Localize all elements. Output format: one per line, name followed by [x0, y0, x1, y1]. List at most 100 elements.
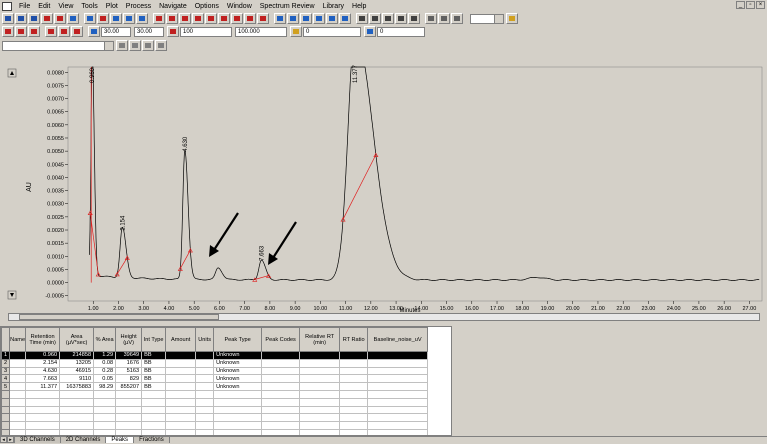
cell-empty[interactable] — [299, 421, 341, 430]
cell-units[interactable] — [195, 374, 215, 384]
cell-units[interactable] — [195, 351, 215, 360]
cell-empty[interactable] — [165, 413, 197, 423]
cell-height[interactable]: 39649 — [115, 351, 143, 360]
cell-ptype[interactable]: Unknown — [213, 374, 263, 384]
cell-empty[interactable] — [141, 421, 167, 430]
cell-ptype[interactable]: Unknown — [213, 366, 263, 376]
cell-empty[interactable] — [115, 413, 143, 423]
chromatogram-chart[interactable]: AU 0.00800.00750.00700.00650.00600.00550… — [0, 63, 767, 315]
cell-empty[interactable] — [115, 405, 143, 415]
cell-empty[interactable] — [339, 382, 369, 391]
tool-icon-18[interactable] — [382, 13, 394, 24]
row-number[interactable]: 5 — [1, 382, 11, 391]
cell-empty[interactable] — [213, 413, 263, 423]
col-retention-time[interactable]: Retention Time (min) — [25, 327, 61, 352]
cell-empty[interactable] — [367, 351, 429, 360]
cell-empty[interactable] — [367, 405, 429, 415]
cell-empty[interactable] — [367, 413, 429, 423]
cell-empty[interactable] — [9, 389, 27, 399]
table-row-empty[interactable] — [1, 405, 429, 415]
cell-empty[interactable] — [299, 382, 341, 391]
tab-3d-channels[interactable]: 3D Channels — [14, 436, 61, 443]
cell-empty[interactable] — [9, 421, 27, 430]
tool-icon-11[interactable] — [287, 13, 299, 24]
cell-empty[interactable] — [115, 397, 143, 407]
cell-empty[interactable] — [339, 413, 369, 423]
cell-empty[interactable] — [299, 397, 341, 407]
cell-empty[interactable] — [59, 405, 95, 415]
table-row-empty[interactable] — [1, 413, 429, 423]
menu-tools[interactable]: Tools — [81, 2, 98, 10]
menu-spectrum-review[interactable]: Spectrum Review — [259, 2, 315, 10]
baseline-icon[interactable] — [110, 13, 122, 24]
menu-edit[interactable]: Edit — [38, 2, 51, 10]
cell-empty[interactable] — [299, 358, 341, 368]
cell-empty[interactable] — [195, 397, 215, 407]
menu-navigate[interactable]: Navigate — [159, 2, 187, 10]
min-area-field[interactable]: 0 — [303, 26, 361, 37]
tool-icon-21[interactable] — [425, 13, 437, 24]
cell-int[interactable]: BB — [141, 374, 167, 384]
tool-icon-15[interactable] — [339, 13, 351, 24]
cell-empty[interactable] — [367, 358, 429, 368]
cell-area[interactable]: 9110 — [59, 374, 95, 384]
cell-empty[interactable] — [299, 405, 341, 415]
cell-empty[interactable] — [261, 358, 301, 368]
col-peak-codes[interactable]: Peak Codes — [261, 327, 301, 352]
col-height[interactable]: Height (µV) — [115, 327, 143, 352]
cell-empty[interactable] — [367, 428, 429, 435]
tab-next-icon[interactable]: ▸ — [7, 436, 14, 443]
tool-icon-19[interactable] — [395, 13, 407, 24]
col-rt-ratio[interactable]: RT Ratio — [339, 327, 369, 352]
tool-icon-6[interactable] — [218, 13, 230, 24]
cell-empty[interactable] — [299, 389, 341, 399]
cell-empty[interactable] — [339, 421, 369, 430]
cell-empty[interactable] — [299, 351, 341, 360]
menu-library[interactable]: Library — [322, 2, 345, 10]
cell-empty[interactable] — [59, 397, 95, 407]
cell-empty[interactable] — [25, 397, 61, 407]
menu-options[interactable]: Options — [194, 2, 219, 10]
table-row[interactable]: 5 11.377 16375883 98.29 855207 BB Unknown — [1, 382, 429, 391]
row-number[interactable]: 2 — [1, 358, 11, 368]
cell-empty[interactable] — [261, 405, 301, 415]
cell-empty[interactable] — [1, 405, 11, 415]
cell-rt[interactable]: 11.377 — [25, 382, 61, 391]
tool-icon-23[interactable] — [451, 13, 463, 24]
cell-empty[interactable] — [339, 351, 369, 360]
tool-icon-8[interactable] — [244, 13, 256, 24]
tool-icon-34[interactable] — [155, 40, 167, 51]
cell-amount[interactable] — [165, 374, 197, 384]
menu-help[interactable]: Help — [352, 2, 367, 10]
row-number[interactable]: 3 — [1, 366, 11, 376]
cell-empty[interactable] — [339, 389, 369, 399]
col-name[interactable]: Name — [9, 327, 27, 352]
cell-empty[interactable] — [93, 405, 117, 415]
cell-int[interactable]: BB — [141, 358, 167, 368]
tool-icon-28[interactable] — [45, 26, 57, 37]
cell-empty[interactable] — [339, 405, 369, 415]
height-icon[interactable] — [364, 26, 376, 37]
restore-icon[interactable]: ▫ — [746, 1, 755, 9]
cell-empty[interactable] — [367, 389, 429, 399]
threshold-field[interactable]: 100 — [180, 26, 232, 37]
width-field[interactable]: 100.000 — [235, 26, 287, 37]
cell-ptype[interactable]: Unknown — [213, 351, 263, 360]
tab-prev-icon[interactable]: ◂ — [0, 436, 7, 443]
open-icon[interactable] — [2, 13, 14, 24]
col-percent-area[interactable]: % Area — [93, 327, 117, 352]
cell-empty[interactable] — [115, 389, 143, 399]
col-relative-rt[interactable]: Relative RT (min) — [299, 327, 341, 352]
cell-int[interactable]: BB — [141, 351, 167, 360]
cell-empty[interactable] — [213, 421, 263, 430]
cell-empty[interactable] — [93, 397, 117, 407]
tool-icon-3[interactable] — [179, 13, 191, 24]
cell-empty[interactable] — [261, 366, 301, 376]
tool-icon-29[interactable] — [58, 26, 70, 37]
cell-rt[interactable]: 7.663 — [25, 374, 61, 384]
cell-empty[interactable] — [339, 397, 369, 407]
menu-window[interactable]: Window — [226, 2, 252, 10]
time-start-field[interactable]: 30.00 — [101, 26, 131, 37]
cell-amount[interactable] — [165, 351, 197, 360]
time-icon[interactable] — [88, 26, 100, 37]
